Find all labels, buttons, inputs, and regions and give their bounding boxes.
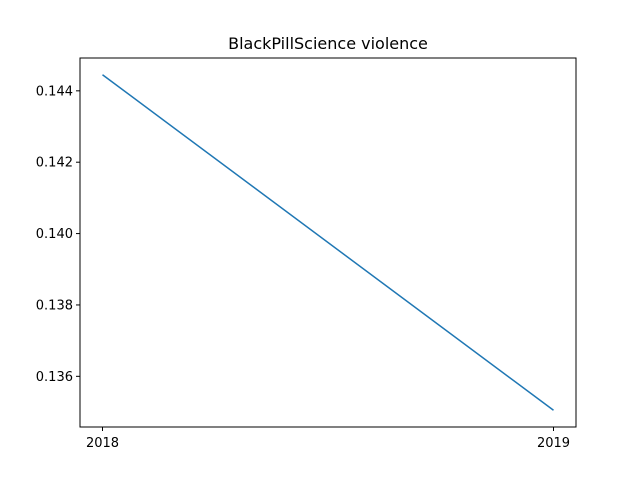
y-tick-label: 0.142 [36,156,73,171]
x-axis: 2018 2019 [86,427,570,451]
y-tick-label: 0.144 [36,84,73,99]
x-tick-label: 2019 [537,436,570,451]
y-axis: 0.136 0.138 0.140 0.142 0.144 [36,84,80,385]
chart-title: BlackPillScience violence [228,34,428,53]
x-tick-label: 2018 [86,436,119,451]
series-line [102,74,554,411]
series-group [102,74,554,411]
y-tick-label: 0.140 [36,227,73,242]
y-tick-label: 0.138 [36,298,73,313]
y-tick-label: 0.136 [36,370,73,385]
plot-area-frame [79,57,577,428]
